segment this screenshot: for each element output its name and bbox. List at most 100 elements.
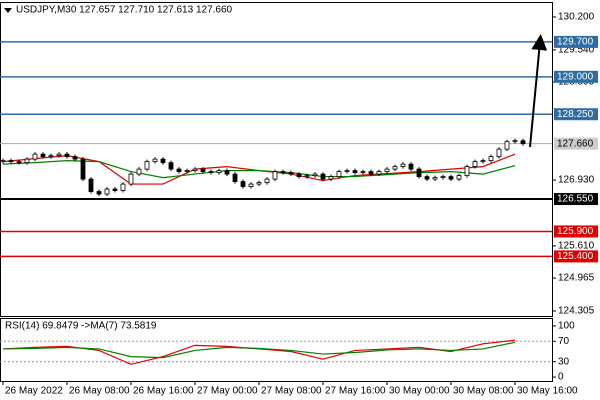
candle [184, 170, 190, 172]
candle [312, 173, 318, 176]
candle [408, 163, 414, 170]
level-label-box [554, 35, 598, 48]
candle [128, 173, 134, 185]
x-tick-label: 27 May 16:00 [325, 386, 386, 397]
candle [512, 140, 518, 143]
rsi-tick-label: 100 [558, 321, 575, 332]
candle [0, 160, 6, 163]
candle [488, 156, 494, 162]
candle [152, 158, 158, 163]
candle [72, 156, 78, 160]
candle [504, 141, 510, 150]
rsi-title: RSI(14) 69.8479 ->MA(7) 73.5819 [5, 321, 157, 332]
candle [320, 173, 326, 180]
candle [144, 161, 150, 170]
candle [336, 171, 342, 177]
level-label: 126.550 [557, 194, 594, 205]
x-tick-label: 30 May 16:00 [517, 386, 578, 397]
level-label-box [554, 70, 598, 83]
candle [136, 168, 142, 175]
candle [240, 181, 246, 187]
candle [432, 177, 438, 180]
candle [96, 191, 102, 195]
y-tick-label: 124.965 [558, 273, 595, 284]
candle [112, 188, 118, 191]
current-price-label: 127.660 [557, 138, 594, 149]
y-tick-label: 130.200 [558, 12, 595, 23]
candle [264, 178, 270, 183]
candle [160, 158, 166, 164]
candle [104, 188, 110, 195]
y-tick-label: 125.610 [558, 241, 595, 252]
candle [352, 170, 358, 173]
current-price-box [554, 137, 598, 150]
x-tick-label: 26 May 2022 [5, 386, 63, 397]
y-tick-label: 124.305 [558, 306, 595, 317]
rsi-tick-label: 0 [558, 372, 564, 383]
arrow [529, 34, 548, 148]
candle [232, 173, 238, 182]
candle [448, 176, 454, 180]
candle [168, 162, 174, 170]
candle [272, 171, 278, 180]
rsi-ma-line [2, 341, 516, 359]
level-label: 129.000 [557, 71, 594, 82]
candle [416, 168, 422, 177]
candle [120, 183, 126, 191]
candle [200, 168, 206, 172]
y-tick-label: 126.930 [558, 175, 595, 186]
candle [8, 160, 14, 163]
candle [192, 168, 198, 171]
candle [296, 173, 302, 177]
level-label-box [554, 193, 598, 206]
candle [440, 176, 446, 178]
candle [288, 172, 294, 175]
candle [472, 161, 478, 168]
candle [48, 155, 54, 158]
candle [392, 166, 398, 170]
level-label-box [554, 250, 598, 263]
candle [32, 153, 38, 160]
candle [256, 182, 262, 185]
candle [56, 153, 62, 157]
menu-triangle [4, 8, 12, 13]
main-panel [0, 2, 553, 317]
candle [80, 158, 86, 180]
x-tick-label: 30 May 00:00 [389, 386, 450, 397]
candle [480, 160, 486, 163]
candle [40, 153, 46, 158]
level-label: 128.250 [557, 109, 594, 120]
candle [376, 171, 382, 175]
rsi-tick-label: 70 [558, 336, 570, 347]
candle [344, 170, 350, 172]
level-label-box [554, 225, 598, 238]
candle [88, 178, 94, 192]
candle [456, 175, 462, 180]
candle [424, 176, 430, 180]
rsi-tick-label: 30 [558, 356, 570, 367]
moving-average [2, 160, 516, 179]
y-tick-label: 129.540 [558, 45, 595, 56]
candle [520, 140, 526, 145]
candle [24, 158, 30, 164]
candle [64, 153, 70, 158]
candle [176, 168, 182, 172]
candle [224, 170, 230, 175]
candle [496, 148, 502, 158]
x-tick-label: 30 May 08:00 [453, 386, 514, 397]
candle [360, 171, 366, 173]
candle [216, 170, 222, 173]
candle [280, 171, 286, 173]
candle [248, 183, 254, 187]
candle [464, 166, 470, 176]
candle [368, 171, 374, 175]
x-tick-label: 27 May 00:00 [197, 386, 258, 397]
level-label-box [554, 108, 598, 121]
level-label: 125.400 [557, 251, 594, 262]
candle [384, 168, 390, 172]
level-label: 129.700 [557, 37, 594, 48]
x-tick-label: 26 May 08:00 [69, 386, 130, 397]
candle [16, 161, 22, 164]
level-label: 125.900 [557, 226, 594, 237]
